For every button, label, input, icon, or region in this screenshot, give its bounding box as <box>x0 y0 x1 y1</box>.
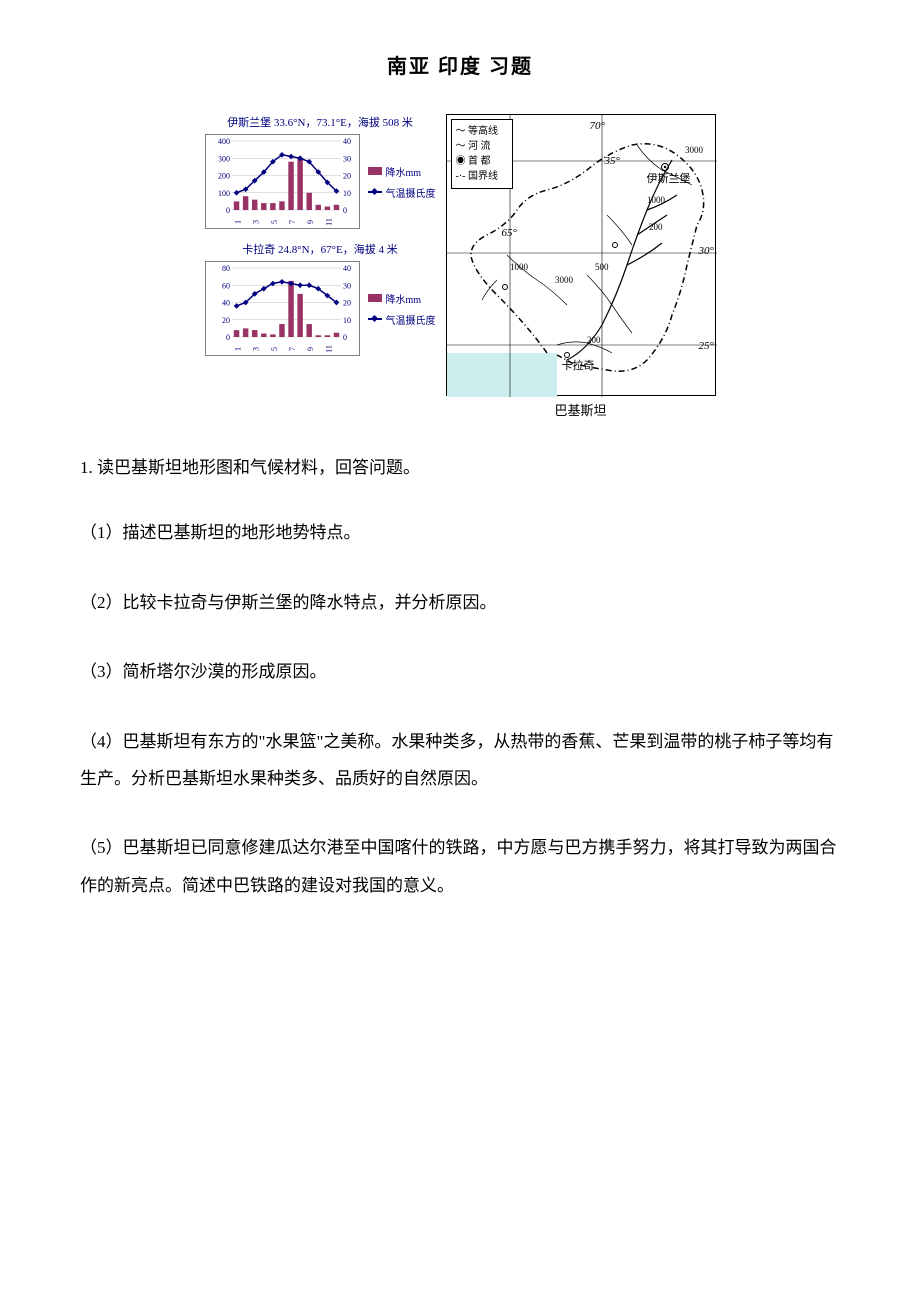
svg-text:7: 7 <box>288 347 297 351</box>
svg-text:0: 0 <box>226 333 230 342</box>
svg-text:40: 40 <box>222 299 230 308</box>
svg-text:0: 0 <box>343 206 347 215</box>
svg-text:5: 5 <box>269 220 278 224</box>
map-block: 3000 1000 200 1000 500 200 3000 〜 等高线 〜 河 流 ◉ … <box>446 114 716 419</box>
svg-text:500: 500 <box>595 262 609 272</box>
svg-text:300: 300 <box>218 154 230 163</box>
svg-text:0: 0 <box>343 333 347 342</box>
label-lon70: 70° <box>590 120 605 132</box>
label-lat25: 25° <box>699 340 714 352</box>
svg-text:0: 0 <box>226 206 230 215</box>
precip-label2: 降水mm <box>386 291 422 306</box>
svg-text:200: 200 <box>649 222 663 232</box>
map-legend-contour: 〜 等高线 <box>456 124 508 139</box>
chart1-block: 伊斯兰堡 33.6°N，73.1°E，海拔 508 米 010020030040… <box>205 114 436 229</box>
svg-text:30: 30 <box>343 154 351 163</box>
svg-text:1: 1 <box>233 220 242 224</box>
svg-text:5: 5 <box>269 347 278 351</box>
precip-label: 降水mm <box>386 164 422 179</box>
label-karachi: 卡拉奇 <box>562 357 595 373</box>
page-title: 南亚 印度 习题 <box>80 50 840 79</box>
svg-text:3: 3 <box>251 347 260 351</box>
temp-label2: 气温摄氏度 <box>386 312 436 327</box>
figure-container: 伊斯兰堡 33.6°N，73.1°E，海拔 508 米 010020030040… <box>80 114 840 419</box>
svg-text:9: 9 <box>306 220 315 224</box>
svg-text:1000: 1000 <box>510 262 529 272</box>
svg-text:11: 11 <box>324 345 333 353</box>
chart1-title: 伊斯兰堡 33.6°N，73.1°E，海拔 508 米 <box>205 114 436 130</box>
main-question: 1. 读巴基斯坦地形图和气候材料，回答问题。 <box>80 449 840 486</box>
label-lon65: 65° <box>502 227 517 239</box>
svg-text:40: 40 <box>343 264 351 273</box>
chart2-block: 卡拉奇 24.8°N，67°E，海拔 4 米 0 20 40 60 80 0 10 20 30 4… <box>205 241 436 356</box>
svg-text:200: 200 <box>587 335 601 345</box>
svg-text:7: 7 <box>288 220 297 224</box>
svg-text:3000: 3000 <box>555 275 574 285</box>
map-legend: 〜 等高线 〜 河 流 ◉ 首 都 -·- 国界线 <box>451 119 513 189</box>
svg-text:9: 9 <box>306 347 315 351</box>
map-legend-capital: ◉ 首 都 <box>456 154 508 169</box>
question-5: （5）巴基斯坦已同意修建瓜达尔港至中国喀什的铁路，中方愿与巴方携手努力，将其打导… <box>80 829 840 904</box>
label-islamabad: 伊斯兰堡 <box>647 170 691 186</box>
svg-text:20: 20 <box>343 172 351 181</box>
precip-swatch <box>368 167 382 175</box>
svg-text:20: 20 <box>222 316 230 325</box>
map-legend-border: -·- 国界线 <box>456 169 508 184</box>
legend-precip2: 降水mm <box>368 291 436 306</box>
svg-text:60: 60 <box>222 281 230 290</box>
svg-text:40: 40 <box>343 137 351 146</box>
svg-text:20: 20 <box>343 299 351 308</box>
legend-temp: 气温摄氏度 <box>368 185 436 200</box>
precip-swatch2 <box>368 294 382 302</box>
chart2: 0 20 40 60 80 0 10 20 30 40 1 3 5 7 9 11 <box>205 261 360 356</box>
svg-text:10: 10 <box>343 316 351 325</box>
svg-text:400: 400 <box>218 137 230 146</box>
temp-swatch2 <box>368 318 382 320</box>
temp-swatch <box>368 191 382 193</box>
map: 3000 1000 200 1000 500 200 3000 〜 等高线 〜 河 流 ◉ … <box>446 114 716 396</box>
chart1-svg: 0 100 200 300 400 0 10 20 30 40 1 3 5 7 9 11 <box>206 135 361 230</box>
label-lat30: 30° <box>699 245 714 257</box>
svg-text:1: 1 <box>233 347 242 351</box>
temp-label: 气温摄氏度 <box>386 185 436 200</box>
legend-temp2: 气温摄氏度 <box>368 312 436 327</box>
svg-text:80: 80 <box>222 264 230 273</box>
question-3: （3）简析塔尔沙漠的形成原因。 <box>80 653 840 690</box>
svg-text:1000: 1000 <box>647 195 666 205</box>
label-lat35: 35° <box>605 155 620 167</box>
svg-text:3: 3 <box>251 220 260 224</box>
svg-text:30: 30 <box>343 281 351 290</box>
svg-text:200: 200 <box>218 172 230 181</box>
svg-text:3000: 3000 <box>685 145 704 155</box>
charts-column: 伊斯兰堡 33.6°N，73.1°E，海拔 508 米 010020030040… <box>205 114 436 419</box>
question-2: （2）比较卡拉奇与伊斯兰堡的降水特点，并分析原因。 <box>80 584 840 621</box>
chart2-title: 卡拉奇 24.8°N，67°E，海拔 4 米 <box>205 241 436 257</box>
svg-text:100: 100 <box>218 189 230 198</box>
chart1-legend: 降水mm 气温摄氏度 <box>368 164 436 200</box>
chart2-legend: 降水mm 气温摄氏度 <box>368 291 436 327</box>
map-legend-river: 〜 河 流 <box>456 139 508 154</box>
chart1: 0 100 200 300 400 0 10 20 30 40 1 3 5 7 9 11 <box>205 134 360 229</box>
question-4: （4）巴基斯坦有东方的"水果篮"之美称。水果种类多，从热带的香蕉、芒果到温带的桃… <box>80 723 840 798</box>
question-1: （1）描述巴基斯坦的地形地势特点。 <box>80 514 840 551</box>
map-caption: 巴基斯坦 <box>554 400 606 419</box>
legend-precip: 降水mm <box>368 164 436 179</box>
svg-text:10: 10 <box>343 189 351 198</box>
chart2-svg: 0 20 40 60 80 0 10 20 30 40 1 3 5 7 9 11 <box>206 262 361 357</box>
svg-text:11: 11 <box>324 218 333 226</box>
